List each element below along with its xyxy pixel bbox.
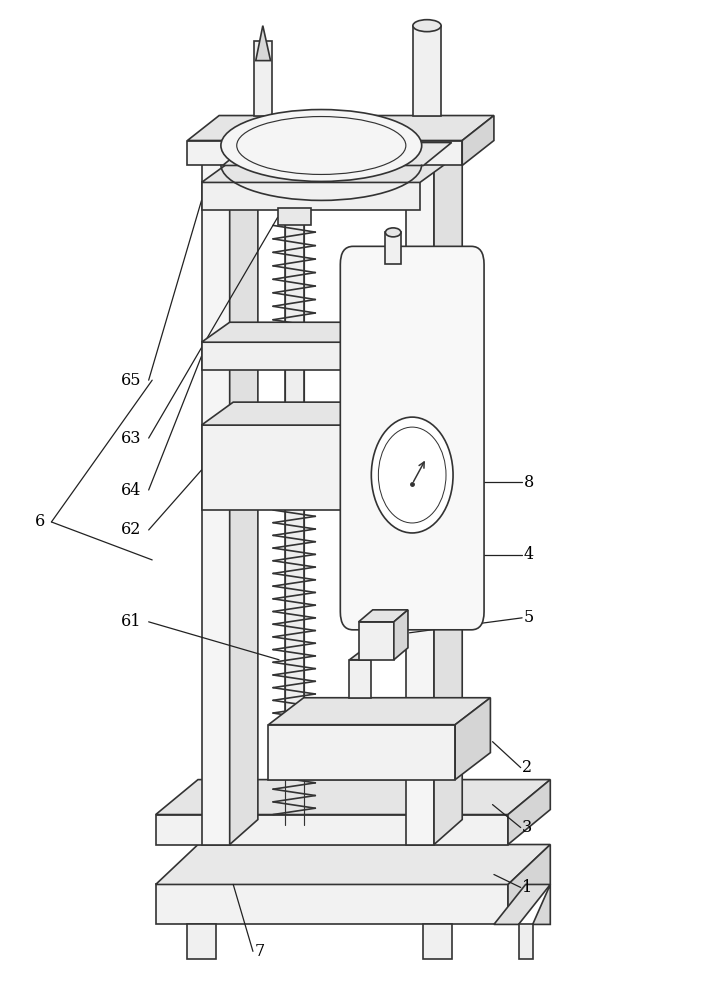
Polygon shape xyxy=(385,232,401,264)
Polygon shape xyxy=(394,610,408,660)
Polygon shape xyxy=(156,780,550,815)
Ellipse shape xyxy=(221,110,421,181)
Polygon shape xyxy=(268,725,455,780)
Polygon shape xyxy=(187,116,494,140)
Ellipse shape xyxy=(413,20,441,32)
Polygon shape xyxy=(359,622,394,660)
Polygon shape xyxy=(413,26,441,116)
Polygon shape xyxy=(455,698,491,780)
Polygon shape xyxy=(201,182,420,210)
Polygon shape xyxy=(156,815,508,845)
Text: 61: 61 xyxy=(121,613,141,630)
Polygon shape xyxy=(359,610,408,622)
Polygon shape xyxy=(187,140,462,165)
Polygon shape xyxy=(222,142,452,165)
Polygon shape xyxy=(349,652,381,660)
Text: 65: 65 xyxy=(121,372,141,389)
Text: 5: 5 xyxy=(524,609,534,626)
Text: 6: 6 xyxy=(35,513,44,530)
Polygon shape xyxy=(519,924,532,959)
Polygon shape xyxy=(229,131,258,845)
Text: 63: 63 xyxy=(121,430,141,447)
Polygon shape xyxy=(406,155,434,845)
Text: 8: 8 xyxy=(524,474,534,491)
Polygon shape xyxy=(201,402,378,425)
Polygon shape xyxy=(256,26,270,61)
Text: 1: 1 xyxy=(522,879,532,896)
Polygon shape xyxy=(201,155,229,845)
Polygon shape xyxy=(346,402,378,510)
Text: 7: 7 xyxy=(254,943,265,960)
Polygon shape xyxy=(349,660,371,698)
Polygon shape xyxy=(424,924,452,959)
Text: 62: 62 xyxy=(121,521,141,538)
Polygon shape xyxy=(434,131,462,845)
Polygon shape xyxy=(187,924,215,959)
Polygon shape xyxy=(156,845,550,884)
Polygon shape xyxy=(532,884,550,924)
Ellipse shape xyxy=(385,228,401,237)
Polygon shape xyxy=(508,780,550,845)
Polygon shape xyxy=(201,322,424,342)
FancyBboxPatch shape xyxy=(340,246,484,630)
Polygon shape xyxy=(462,116,494,165)
Polygon shape xyxy=(285,155,304,825)
Text: 3: 3 xyxy=(522,819,532,836)
Polygon shape xyxy=(254,41,272,116)
Text: 2: 2 xyxy=(522,759,532,776)
Text: 64: 64 xyxy=(121,482,141,499)
Circle shape xyxy=(371,417,453,533)
Polygon shape xyxy=(268,698,491,725)
Polygon shape xyxy=(201,160,450,182)
Polygon shape xyxy=(508,845,550,924)
Polygon shape xyxy=(201,425,346,510)
Text: 4: 4 xyxy=(524,546,534,563)
Polygon shape xyxy=(201,342,395,370)
Polygon shape xyxy=(494,884,550,924)
Polygon shape xyxy=(156,884,508,924)
Polygon shape xyxy=(277,208,311,225)
